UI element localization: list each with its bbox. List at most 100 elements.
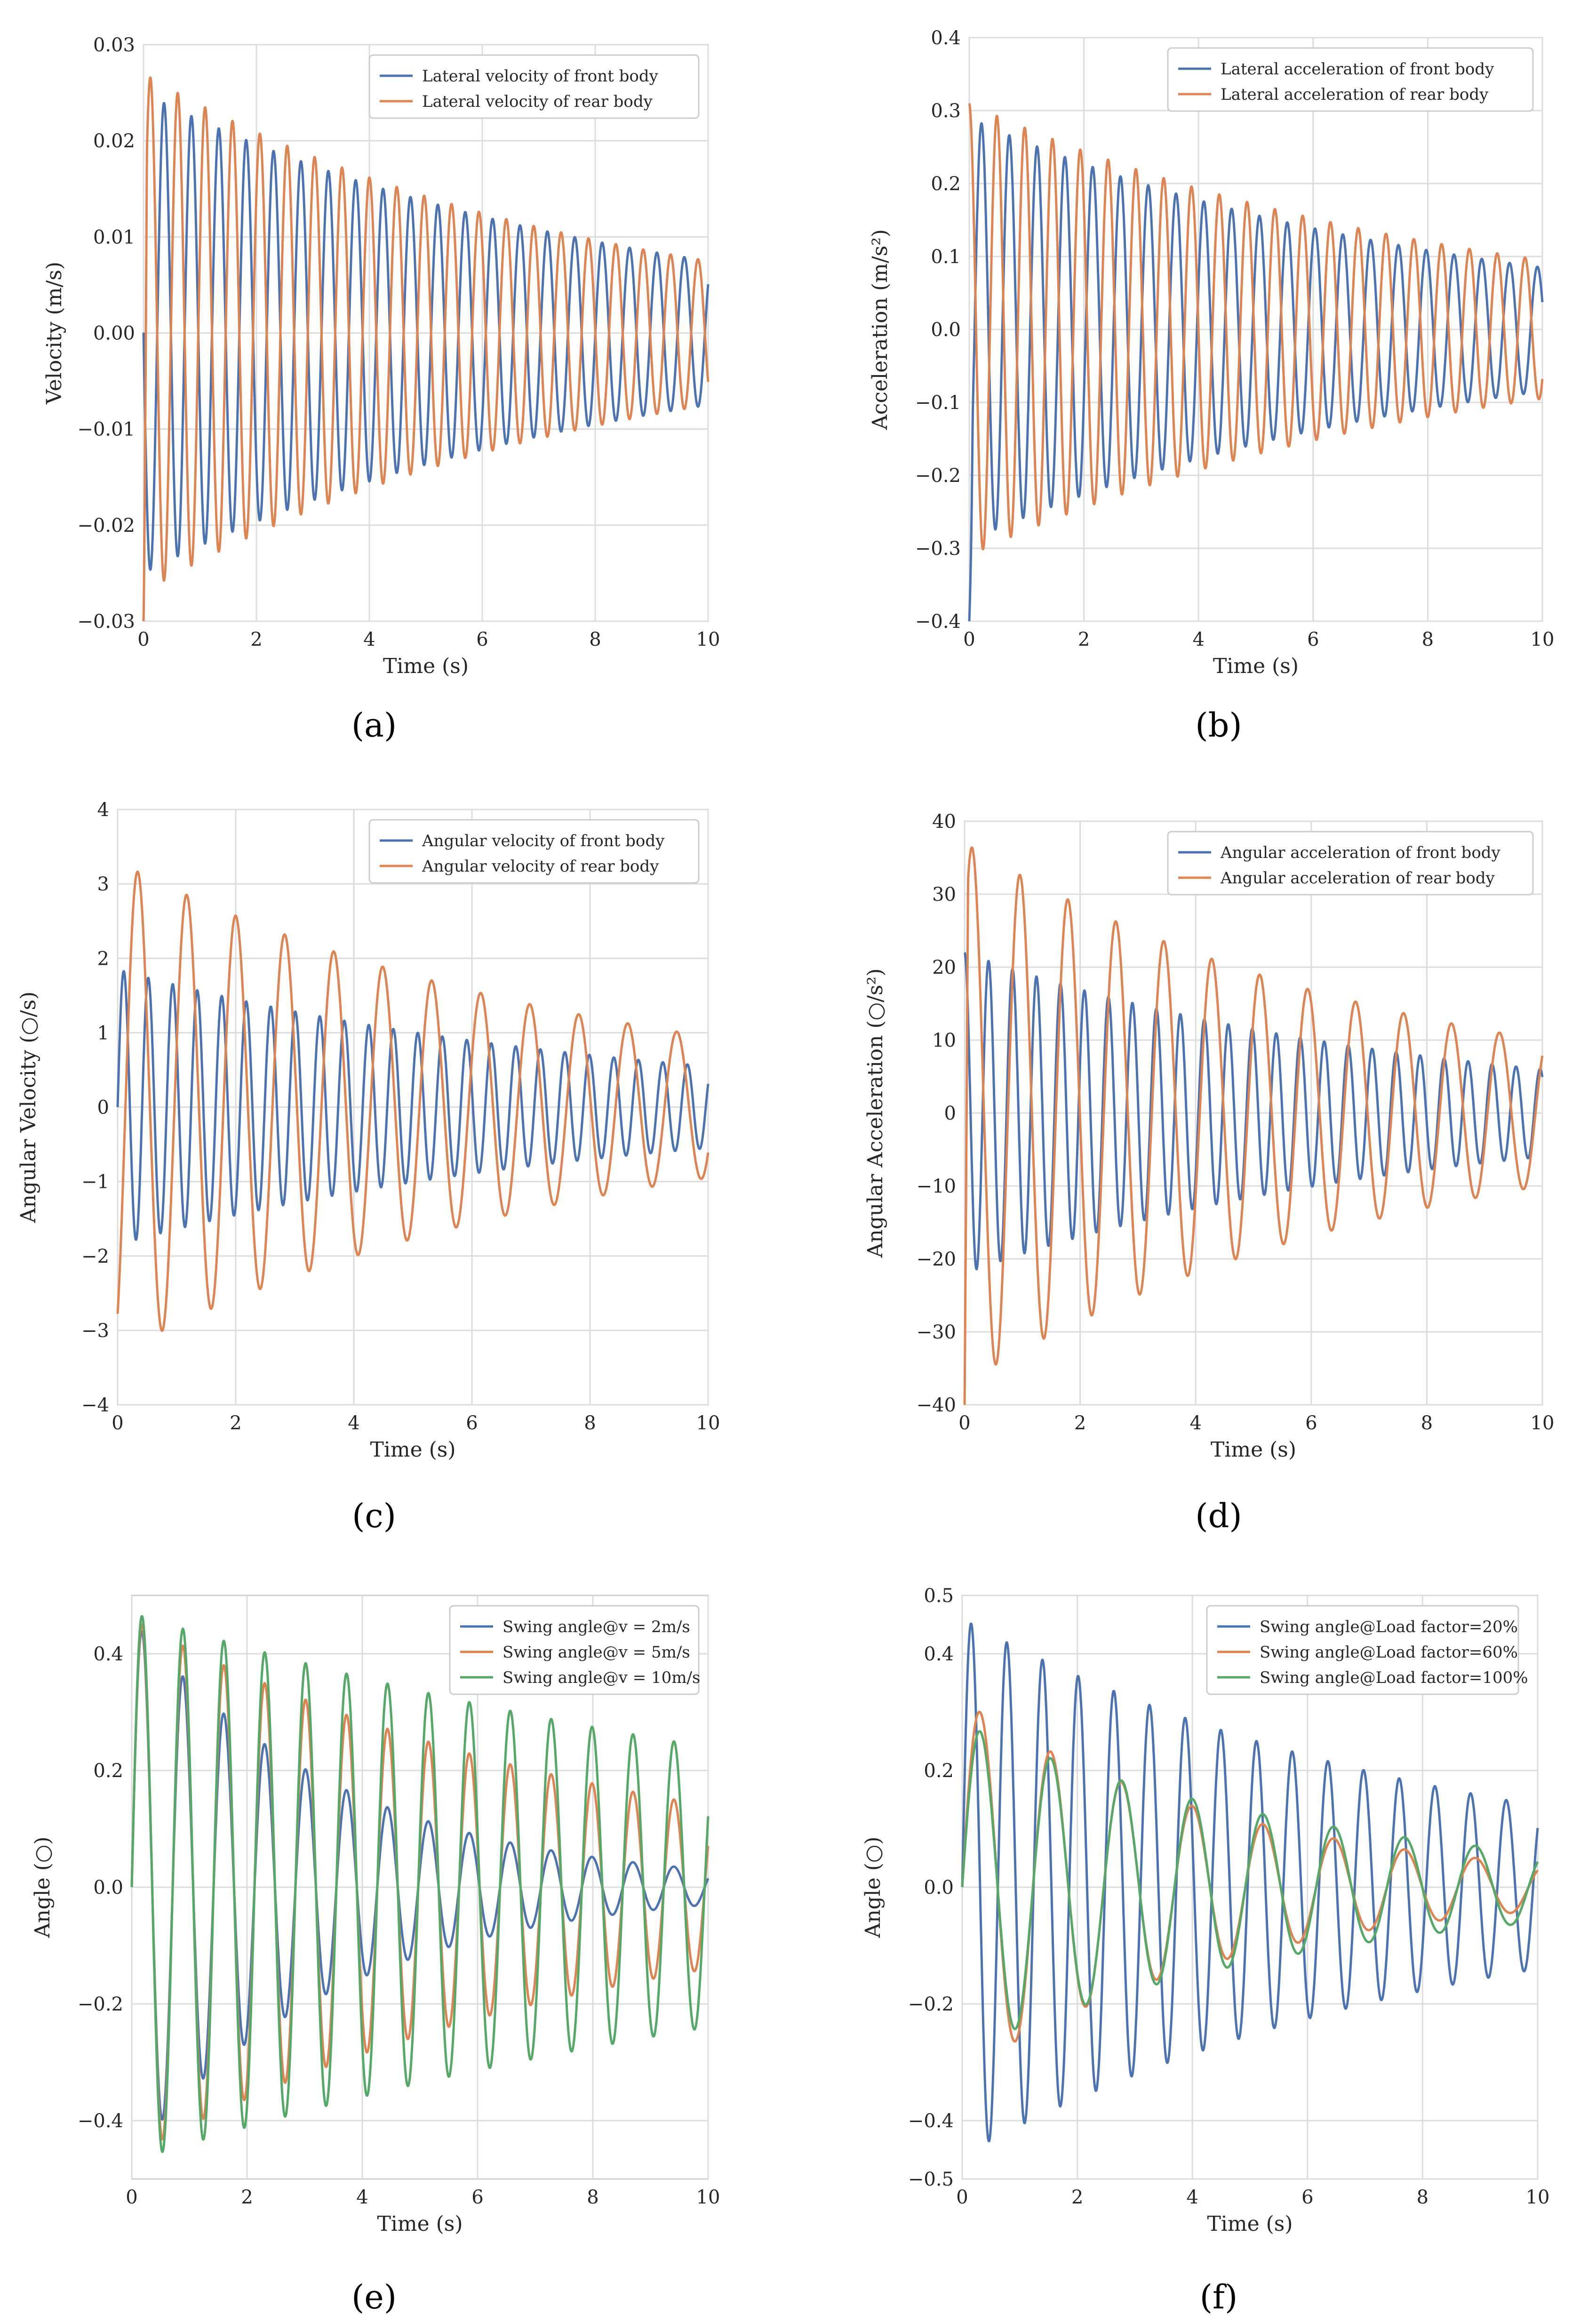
series-line-3 [130, 1615, 710, 2153]
x-tick-label: 10 [1531, 629, 1555, 650]
legend-box [368, 54, 700, 119]
legend-entry: Lateral velocity of rear body [422, 92, 653, 111]
x-tick-label: 0 [963, 629, 975, 650]
y-tick-label: 0.1 [931, 246, 961, 268]
x-tick-label: 0 [958, 1412, 970, 1434]
y-tick-label: 0 [97, 1097, 109, 1119]
x-tick-label: 8 [587, 2187, 598, 2208]
y-tick-label: −0.1 [915, 392, 961, 414]
y-tick-label: 0.4 [93, 1643, 123, 1665]
y-tick-label: 1 [97, 1022, 109, 1044]
y-tick-label: −0.01 [77, 419, 135, 441]
y-tick-label: 0.0 [93, 1877, 123, 1898]
x-tick-label: 10 [1526, 2187, 1550, 2208]
y-tick-label: 0.01 [93, 226, 135, 248]
legend-entry: Angular acceleration of rear body [1220, 869, 1495, 888]
x-tick-label: 4 [1186, 2187, 1198, 2208]
y-tick-label: 0.02 [93, 130, 135, 152]
legend: Lateral acceleration of front body Latera… [1167, 47, 1534, 112]
x-tick-label: 2 [1078, 629, 1090, 650]
x-tick-label: 2 [230, 1412, 241, 1434]
y-tick-label: 10 [932, 1030, 956, 1051]
x-tick-label: 8 [1417, 2187, 1428, 2208]
panel-f: 0 2 4 6 8 10 −0.5 −0.4 −0.2 0.0 0.2 0.4 0.5 Swing ang… [861, 1585, 1549, 2316]
x-tick-label: 8 [584, 1412, 596, 1434]
legend-entry: Lateral acceleration of front body [1221, 60, 1494, 79]
y-tick-label: 0.2 [924, 1760, 954, 1782]
y-tick-label: 0.00 [93, 323, 135, 344]
legend-entry: Lateral velocity of front body [422, 67, 659, 86]
x-tick-label: 2 [241, 2187, 253, 2208]
legend: Angular acceleration of front body Angula… [1167, 831, 1534, 896]
y-tick-label: 2 [97, 948, 109, 969]
y-tick-label: 3 [97, 873, 109, 895]
series-line-1 [961, 1622, 1539, 2143]
y-tick-label: −0.2 [908, 1994, 954, 2015]
x-tick-label: 8 [589, 629, 601, 650]
y-tick-label: −20 [917, 1249, 956, 1270]
legend-entry: Swing angle@v = 5m/s [503, 1643, 690, 1662]
panel-caption: (e) [351, 2278, 397, 2316]
legend-box [368, 819, 700, 884]
series-line-2 [142, 76, 710, 622]
y-tick-label: 40 [932, 811, 956, 833]
legend-entry: Swing angle@Load factor=20% [1260, 1618, 1518, 1636]
panel-b: 0 2 4 6 8 10 −0.4 −0.3 −0.2 −0.1 0.0 0.1 0.2 0.3 0.4 La… [868, 27, 1554, 745]
y-tick-label: −0.4 [78, 2110, 123, 2132]
y-tick-label: −0.2 [78, 1994, 123, 2015]
y-tick-label: 0.3 [931, 100, 961, 122]
panel-d: 0 2 4 6 8 10 −40 −30 −20 −10 0 10 20 30 40 Angular acce… [863, 811, 1554, 1535]
series-line-1 [968, 122, 1544, 622]
x-tick-label: 8 [1421, 1412, 1433, 1434]
x-tick-label: 10 [696, 2187, 720, 2208]
legend-entry: Swing angle@Load factor=60% [1260, 1643, 1518, 1662]
y-tick-label: −0.4 [908, 2110, 954, 2132]
x-tick-label: 2 [1074, 1412, 1086, 1434]
y-tick-label: −1 [81, 1171, 109, 1193]
x-axis-label: Time (s) [370, 1438, 455, 1462]
y-tick-label: 0 [944, 1103, 956, 1124]
y-tick-label: −0.3 [915, 538, 961, 560]
panel-caption: (c) [352, 1497, 396, 1535]
legend: Lateral velocity of front body Lateral ve… [368, 54, 700, 119]
y-tick-label: 0.4 [924, 1643, 954, 1665]
y-axis-label: Angle (○) [861, 1836, 885, 1938]
y-tick-label: 0.0 [924, 1877, 954, 1898]
x-tick-label: 6 [1301, 2187, 1313, 2208]
x-tick-label: 4 [1189, 1412, 1201, 1434]
legend: Swing angle@v = 2m/s Swing angle@v = 5m/s… [449, 1605, 700, 1695]
series-line-2 [116, 870, 710, 1332]
x-tick-label: 4 [348, 1412, 359, 1434]
y-tick-label: 0.0 [931, 319, 961, 341]
x-tick-label: 8 [1422, 629, 1434, 650]
legend-box [1206, 1605, 1519, 1695]
x-tick-label: 0 [956, 2187, 968, 2208]
x-axis-label: Time (s) [377, 2212, 463, 2236]
legend: Swing angle@Load factor=20% Swing angle@L… [1206, 1605, 1528, 1695]
series-line-1 [142, 102, 710, 571]
y-tick-label: 0.5 [924, 1585, 954, 1607]
x-tick-label: 6 [471, 2187, 483, 2208]
x-tick-label: 2 [1071, 2187, 1083, 2208]
legend-entry: Swing angle@v = 10m/s [503, 1668, 700, 1687]
y-axis-label: Acceleration (m/s²) [868, 229, 892, 430]
y-tick-label: −0.5 [908, 2169, 954, 2190]
series-line-2 [968, 103, 1544, 551]
panel-caption: (f) [1200, 2278, 1238, 2316]
x-tick-label: 2 [250, 629, 262, 650]
legend: Angular velocity of front body Angular ve… [368, 819, 700, 884]
x-tick-label: 10 [696, 1412, 720, 1434]
y-tick-label: −10 [917, 1176, 956, 1197]
y-axis-label: Angular Velocity (○/s) [16, 992, 40, 1224]
x-tick-label: 6 [466, 1412, 478, 1434]
x-tick-label: 4 [363, 629, 375, 650]
legend-box [449, 1605, 700, 1695]
y-tick-label: 0.4 [931, 27, 961, 49]
x-axis-label: Time (s) [1213, 654, 1299, 678]
x-tick-label: 10 [696, 629, 720, 650]
x-tick-label: 4 [356, 2187, 368, 2208]
y-tick-label: −4 [81, 1394, 109, 1416]
y-axis-label: Angle (○) [31, 1836, 55, 1938]
y-tick-label: 30 [932, 884, 956, 905]
y-tick-label: −40 [917, 1394, 956, 1416]
